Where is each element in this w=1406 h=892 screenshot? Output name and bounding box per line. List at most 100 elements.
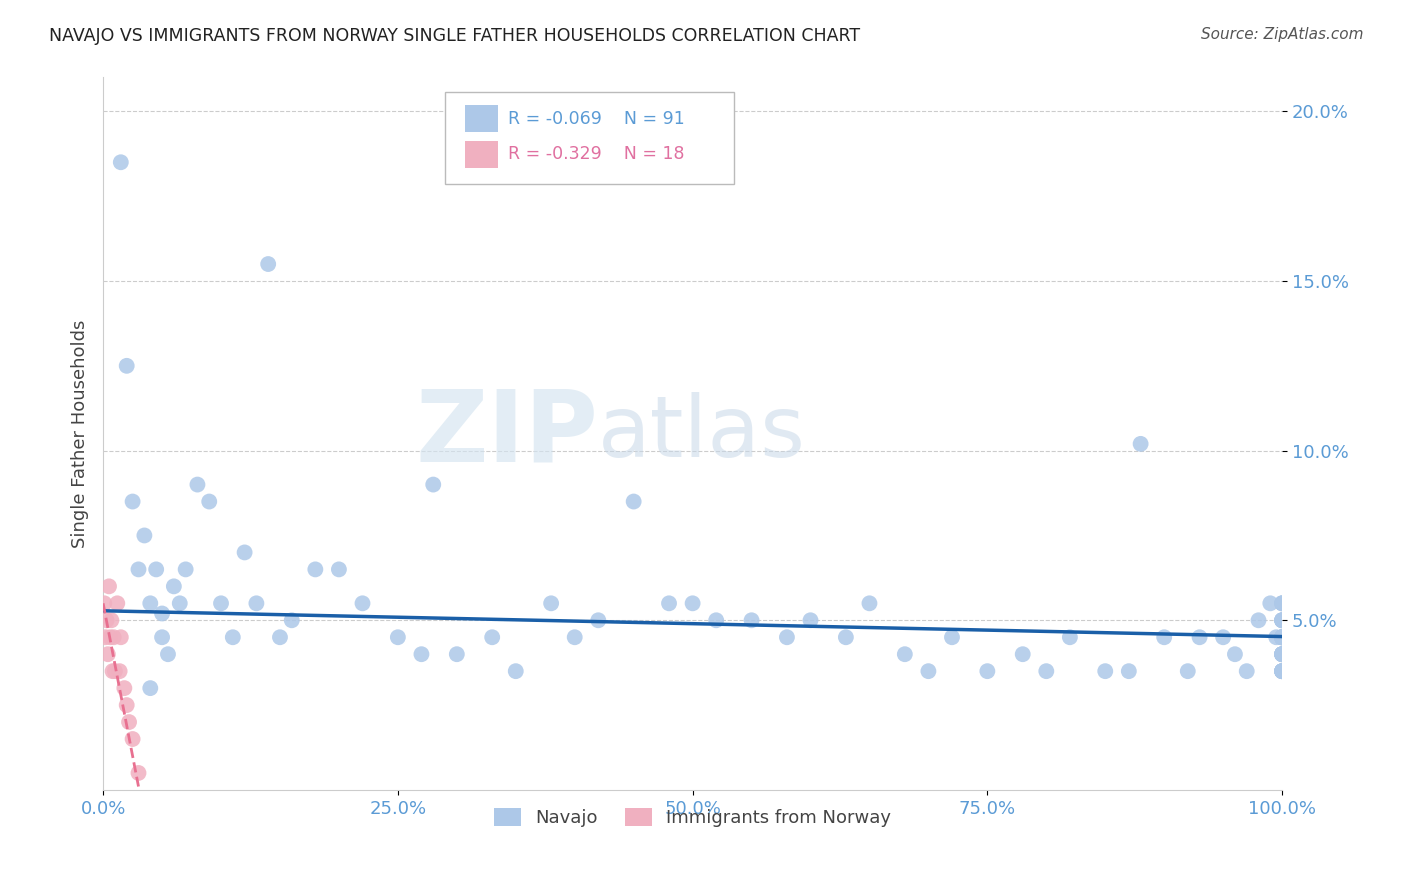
Bar bbox=[465, 105, 498, 132]
Point bbox=[1271, 613, 1294, 627]
Point bbox=[682, 596, 704, 610]
Point bbox=[1271, 596, 1294, 610]
Point bbox=[121, 494, 143, 508]
Text: R = -0.329    N = 18: R = -0.329 N = 18 bbox=[508, 145, 683, 163]
Point bbox=[446, 647, 468, 661]
Text: ZIP: ZIP bbox=[415, 385, 599, 483]
FancyBboxPatch shape bbox=[446, 92, 734, 185]
Point bbox=[1271, 613, 1294, 627]
Point bbox=[976, 664, 998, 678]
Point bbox=[1188, 630, 1211, 644]
Point bbox=[1212, 630, 1234, 644]
Point bbox=[233, 545, 256, 559]
Point bbox=[941, 630, 963, 644]
Text: NAVAJO VS IMMIGRANTS FROM NORWAY SINGLE FATHER HOUSEHOLDS CORRELATION CHART: NAVAJO VS IMMIGRANTS FROM NORWAY SINGLE … bbox=[49, 27, 860, 45]
Point bbox=[1271, 630, 1294, 644]
Text: atlas: atlas bbox=[599, 392, 806, 475]
Point bbox=[128, 562, 150, 576]
Point bbox=[1271, 647, 1294, 661]
Point bbox=[1271, 664, 1294, 678]
Text: R = -0.069    N = 91: R = -0.069 N = 91 bbox=[508, 110, 685, 128]
Legend: Navajo, Immigrants from Norway: Navajo, Immigrants from Norway bbox=[486, 800, 898, 834]
Point bbox=[588, 613, 610, 627]
Point bbox=[150, 630, 173, 644]
Point bbox=[139, 596, 162, 610]
Point bbox=[1271, 630, 1294, 644]
Point bbox=[245, 596, 267, 610]
Point bbox=[1258, 596, 1281, 610]
Point bbox=[1271, 596, 1294, 610]
Point bbox=[118, 714, 141, 729]
Point bbox=[1271, 630, 1294, 644]
Point bbox=[564, 630, 586, 644]
Point bbox=[1011, 647, 1033, 661]
Point bbox=[1271, 630, 1294, 644]
Point bbox=[1271, 647, 1294, 661]
Point bbox=[150, 607, 173, 621]
Point bbox=[209, 596, 232, 610]
Point bbox=[1177, 664, 1199, 678]
Point bbox=[1129, 437, 1152, 451]
Point bbox=[799, 613, 821, 627]
Bar bbox=[465, 141, 498, 168]
Point bbox=[1223, 647, 1246, 661]
Point bbox=[222, 630, 245, 644]
Point bbox=[1247, 613, 1270, 627]
Point bbox=[100, 613, 122, 627]
Point bbox=[411, 647, 433, 661]
Point bbox=[145, 562, 167, 576]
Point bbox=[1118, 664, 1140, 678]
Point bbox=[481, 630, 503, 644]
Point bbox=[704, 613, 727, 627]
Point bbox=[281, 613, 304, 627]
Point bbox=[1265, 630, 1288, 644]
Point bbox=[108, 664, 131, 678]
Point bbox=[115, 698, 138, 712]
Point bbox=[101, 664, 124, 678]
Point bbox=[94, 630, 117, 644]
Point bbox=[776, 630, 799, 644]
Point bbox=[105, 596, 128, 610]
Point bbox=[186, 477, 208, 491]
Point bbox=[894, 647, 917, 661]
Point bbox=[540, 596, 562, 610]
Point bbox=[835, 630, 858, 644]
Point bbox=[1059, 630, 1081, 644]
Point bbox=[134, 528, 156, 542]
Point bbox=[169, 596, 191, 610]
Point bbox=[1271, 630, 1294, 644]
Point bbox=[1035, 664, 1057, 678]
Point bbox=[505, 664, 527, 678]
Point bbox=[98, 579, 121, 593]
Point bbox=[93, 596, 115, 610]
Point bbox=[1271, 630, 1294, 644]
Point bbox=[858, 596, 880, 610]
Point bbox=[917, 664, 939, 678]
Point bbox=[156, 647, 179, 661]
Point bbox=[174, 562, 197, 576]
Point bbox=[1271, 613, 1294, 627]
Point bbox=[1271, 664, 1294, 678]
Point bbox=[96, 613, 118, 627]
Point bbox=[104, 664, 127, 678]
Point bbox=[1271, 630, 1294, 644]
Point bbox=[139, 681, 162, 695]
Point bbox=[1271, 664, 1294, 678]
Point bbox=[1271, 664, 1294, 678]
Point bbox=[1153, 630, 1175, 644]
Point bbox=[623, 494, 645, 508]
Point bbox=[112, 681, 135, 695]
Point bbox=[387, 630, 409, 644]
Point bbox=[658, 596, 681, 610]
Point bbox=[1271, 630, 1294, 644]
Point bbox=[1271, 664, 1294, 678]
Point bbox=[1271, 647, 1294, 661]
Point bbox=[269, 630, 291, 644]
Point bbox=[422, 477, 444, 491]
Point bbox=[121, 732, 143, 747]
Point bbox=[1271, 630, 1294, 644]
Point bbox=[352, 596, 374, 610]
Point bbox=[328, 562, 350, 576]
Point bbox=[115, 359, 138, 373]
Point bbox=[110, 630, 132, 644]
